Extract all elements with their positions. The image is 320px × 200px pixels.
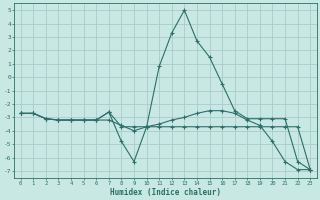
X-axis label: Humidex (Indice chaleur): Humidex (Indice chaleur)	[110, 188, 221, 197]
